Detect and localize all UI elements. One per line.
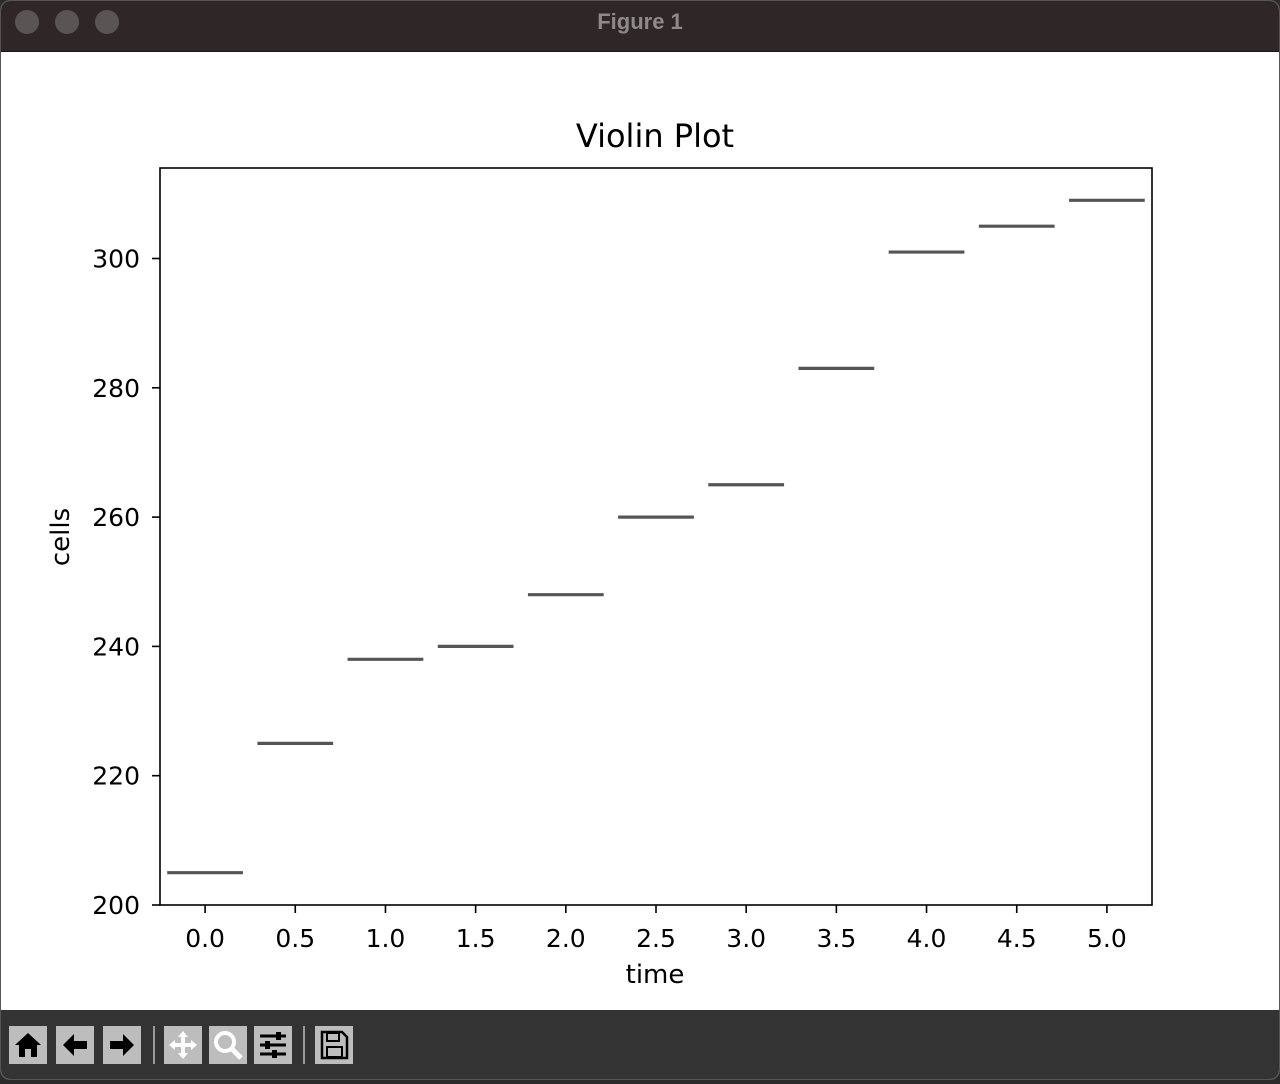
toolbar — [1, 1010, 1279, 1079]
x-axis-ticks: 0.0 0.5 1.0 1.5 2.0 2.5 3.0 3.5 4.0 4.5 5.0 — [185, 905, 1127, 953]
y-tick-label: 280 — [92, 374, 140, 403]
y-axis-ticks: 200 220 240 260 280 300 — [92, 245, 160, 920]
zoom-button[interactable] — [209, 1026, 247, 1064]
home-button[interactable] — [9, 1026, 47, 1064]
minimize-window-button[interactable] — [55, 10, 79, 34]
toolbar-separator — [153, 1026, 155, 1064]
forward-button[interactable] — [103, 1026, 141, 1064]
y-tick-label: 240 — [92, 632, 140, 661]
x-tick-label: 0.5 — [275, 924, 315, 953]
x-tick-label: 0.0 — [185, 924, 225, 953]
floppy-disk-icon — [320, 1030, 349, 1060]
chart-title: Violin Plot — [576, 117, 734, 155]
y-tick-label: 200 — [92, 891, 140, 920]
x-tick-label: 2.0 — [546, 924, 586, 953]
x-tick-label: 1.0 — [366, 924, 406, 953]
configure-subplots-button[interactable] — [254, 1026, 292, 1064]
y-tick-label: 220 — [92, 762, 140, 791]
x-tick-label: 2.5 — [636, 924, 676, 953]
arrow-right-icon — [110, 1034, 134, 1056]
x-tick-label: 3.5 — [816, 924, 856, 953]
window-title: Figure 1 — [597, 9, 683, 34]
zoom-window-button[interactable] — [95, 10, 119, 34]
y-tick-label: 260 — [92, 503, 140, 532]
toolbar-separator — [303, 1026, 305, 1064]
violin-marks — [167, 198, 1145, 875]
back-button[interactable] — [56, 1026, 94, 1064]
magnifier-icon — [214, 1031, 243, 1060]
home-icon — [15, 1033, 41, 1057]
arrow-left-icon — [63, 1034, 87, 1056]
x-tick-label: 5.0 — [1087, 924, 1127, 953]
violin-chart: Violin Plot 0.0 0.5 1.0 1.5 2.0 2.5 3.0 3.5 4.0 4… — [46, 117, 1153, 990]
plot-frame — [159, 167, 1153, 906]
y-tick-label: 300 — [92, 245, 140, 274]
title-bar: Figure 1 — [1, 1, 1279, 52]
pan-button[interactable] — [164, 1026, 202, 1064]
x-tick-label: 4.0 — [907, 924, 947, 953]
y-axis-label: cells — [46, 508, 76, 566]
x-tick-label: 3.0 — [726, 924, 766, 953]
move-icon — [169, 1031, 197, 1059]
close-window-button[interactable] — [15, 10, 39, 34]
sliders-icon — [260, 1032, 286, 1058]
save-button[interactable] — [315, 1026, 353, 1064]
x-axis-label: time — [626, 960, 685, 990]
figure-canvas: Violin Plot 0.0 0.5 1.0 1.5 2.0 2.5 3.0 3.5 4.0 4… — [1, 52, 1279, 1010]
x-tick-label: 1.5 — [456, 924, 496, 953]
x-tick-label: 4.5 — [997, 924, 1037, 953]
